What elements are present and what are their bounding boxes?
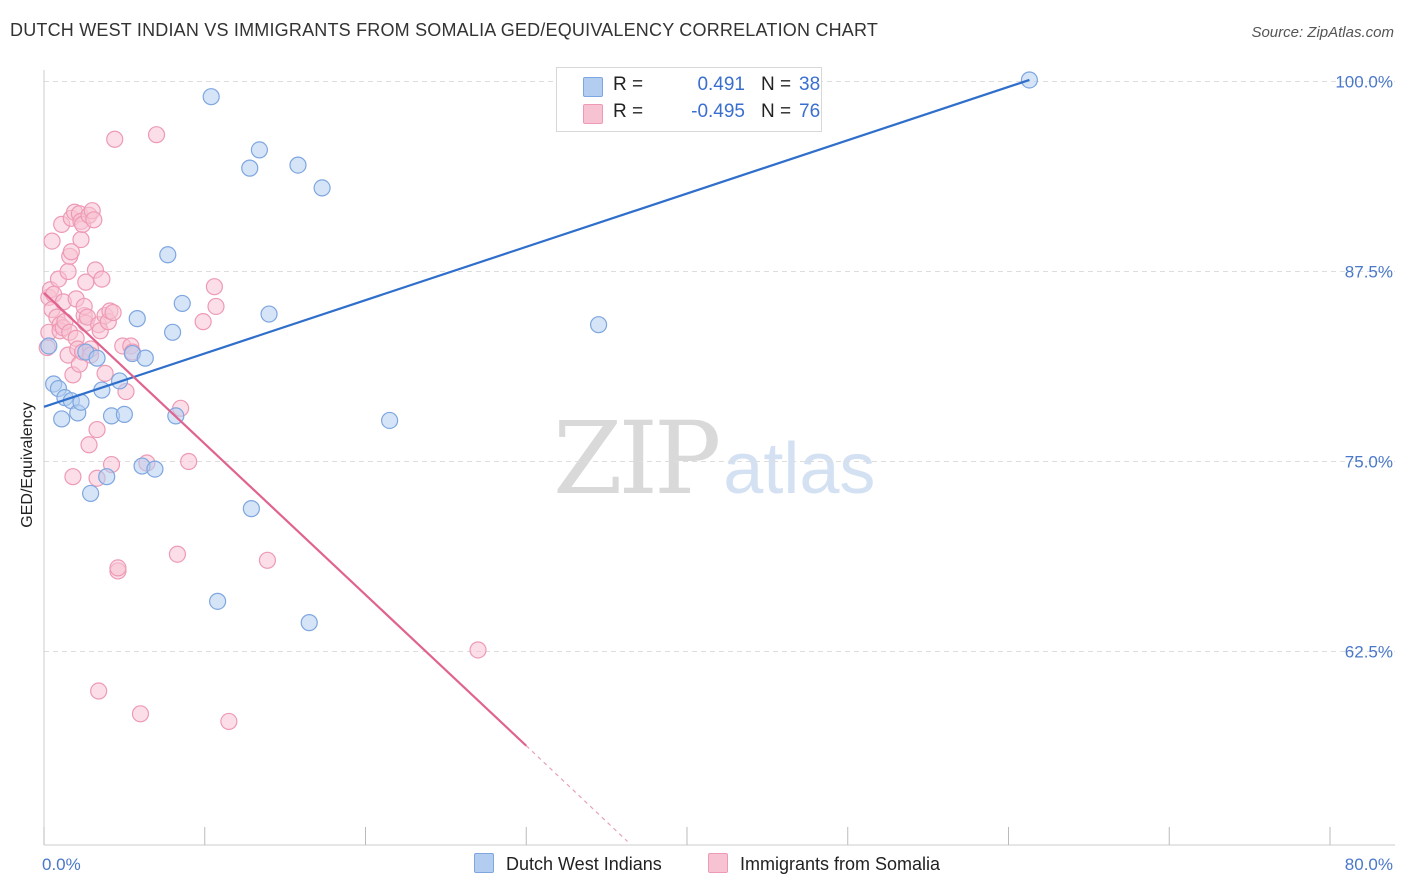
dutch-west-indian-point — [115, 405, 133, 423]
x-tick-label: 0.0% — [42, 855, 81, 874]
somalia-immigrant-point — [59, 262, 77, 281]
chart-title: DUTCH WEST INDIAN VS IMMIGRANTS FROM SOM… — [10, 20, 879, 40]
watermark-zip: ZIP — [553, 400, 721, 517]
dutch-west-indian-point — [82, 484, 100, 503]
somalia-immigrant-point — [180, 452, 198, 471]
somalia-immigrant-point — [62, 243, 80, 261]
blue-swatch-icon — [583, 77, 603, 97]
series-name: Dutch West Indians — [506, 854, 662, 874]
dutch-west-indian-point — [202, 88, 220, 106]
n-label: N = — [761, 74, 792, 95]
n-label: N = — [761, 101, 792, 122]
somalia-immigrant-point — [72, 230, 90, 249]
dutch-west-indian-point — [300, 614, 318, 632]
y-tick-label: 87.5% — [1345, 263, 1393, 282]
r-value: 0.491 — [697, 74, 745, 95]
bottom-legend-immigrants-from-somalia: Immigrants from Somalia — [708, 853, 940, 877]
x-tick-label: 80.0% — [1345, 855, 1393, 874]
r-value: -0.495 — [691, 101, 745, 122]
dutch-west-indian-point — [241, 159, 259, 177]
somalia-immigrant-point — [469, 641, 487, 659]
somalia-immigrant-point — [88, 420, 106, 439]
dutch-west-indian-trendline — [43, 78, 1030, 408]
somalia-immigrant-point — [205, 278, 223, 296]
y-tick-label: 75.0% — [1345, 453, 1393, 472]
somalia-immigrant-point — [168, 545, 187, 563]
dutch-west-indian-point — [589, 316, 608, 334]
dutch-west-indian-point — [146, 460, 164, 478]
watermark-atlas: atlas — [723, 429, 876, 509]
watermark: ZIPatlas — [553, 400, 875, 517]
somalia-immigrant-point — [109, 559, 127, 577]
source-credit: Source: ZipAtlas.com — [1251, 24, 1394, 41]
dutch-west-indian-point — [260, 305, 278, 323]
dutch-west-indian-point — [250, 141, 269, 159]
somalia-immigrant-point — [147, 126, 166, 144]
somalia-immigrant-point — [131, 705, 150, 723]
dutch-west-indian-point — [53, 410, 71, 428]
somalia-immigrant-point — [85, 211, 103, 229]
somalia-immigrant-point — [220, 712, 238, 731]
series-name: Immigrants from Somalia — [740, 854, 941, 874]
somalia-immigrant-trendline — [43, 291, 528, 747]
dutch-west-indian-point — [164, 323, 182, 341]
somalia-immigrant-point — [64, 468, 82, 486]
somalia-immigrant-point — [106, 130, 124, 148]
somalia-immigrant-trendline-extension — [525, 745, 628, 842]
dutch-west-indian-point — [40, 337, 58, 355]
pink-swatch-icon — [708, 853, 728, 873]
y-tick-label: 62.5% — [1345, 643, 1393, 662]
dutch-west-indian-point — [173, 294, 191, 313]
dutch-west-indian-point — [381, 411, 399, 430]
somalia-immigrant-point — [207, 297, 225, 316]
dutch-west-indian-point — [159, 246, 177, 264]
somalia-immigrant-point — [104, 303, 122, 322]
somalia-immigrant-point — [90, 682, 108, 700]
somalia-immigrant-point — [93, 270, 111, 288]
somalia-immigrant-point — [258, 551, 277, 569]
blue-swatch-icon — [474, 853, 494, 873]
dutch-west-indian-point — [242, 500, 260, 518]
y-tick-label: 100.0% — [1335, 73, 1393, 92]
pink-swatch-icon — [583, 104, 603, 124]
dutch-west-indian-point — [128, 310, 146, 328]
n-value: 76 — [799, 101, 821, 122]
n-value: 38 — [799, 74, 821, 95]
somalia-immigrant-point — [194, 313, 212, 331]
correlation-legend: R = 0.491 N = 38 R = -0.495 N = 76 — [556, 67, 822, 132]
dutch-west-indian-point — [98, 468, 116, 486]
r-label: R = — [613, 101, 644, 122]
dutch-west-indian-point — [88, 349, 106, 367]
somalia-immigrant-point — [43, 232, 61, 250]
bottom-legend-dutch-west-indians: Dutch West Indians — [474, 853, 662, 877]
dutch-west-indian-point — [289, 156, 307, 174]
r-label: R = — [613, 74, 644, 95]
somalia-immigrant-point — [96, 364, 114, 382]
dutch-west-indian-point — [313, 179, 331, 197]
somalia-immigrant-point — [80, 436, 98, 454]
dutch-west-indian-point — [209, 592, 227, 610]
somalia-immigrant-point — [77, 273, 95, 291]
dutch-west-indian-point — [136, 349, 154, 367]
